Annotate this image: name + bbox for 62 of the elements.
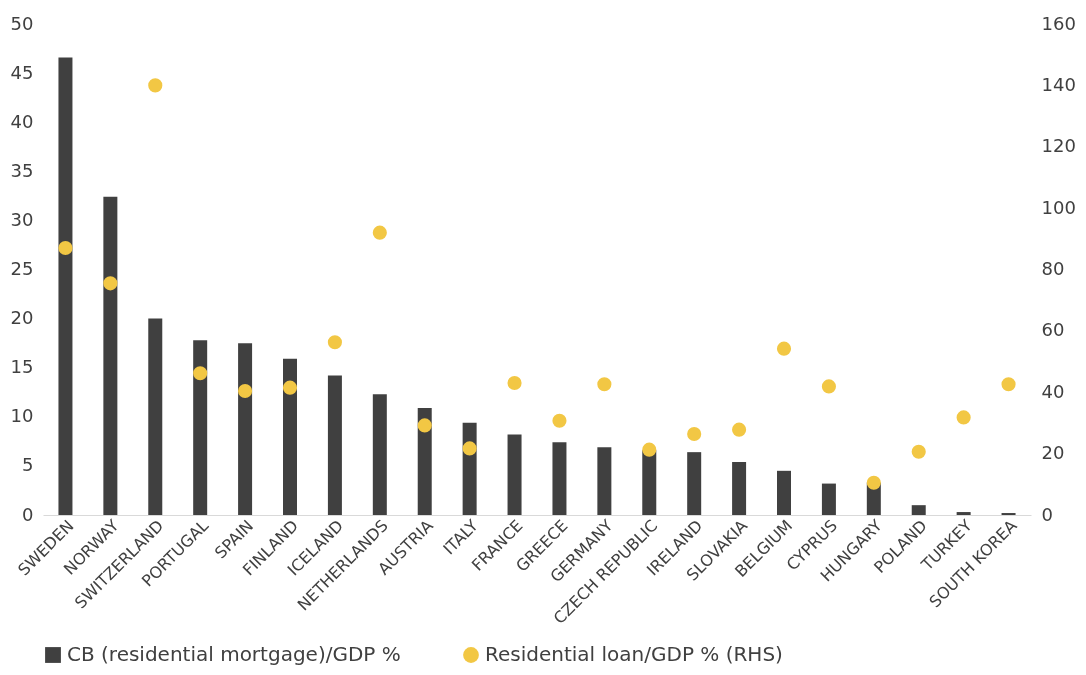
y-tick-label: 50 [10, 12, 34, 34]
bar [372, 394, 387, 515]
y-tick-label: 5 [22, 454, 34, 476]
legend-label: CB (residential mortgage)/GDP % [67, 642, 401, 666]
bar [507, 434, 522, 515]
point [821, 379, 836, 394]
bar [552, 442, 567, 515]
point [372, 225, 387, 240]
y-tick-label: 30 [10, 208, 34, 230]
y2-tick-label: 100 [1041, 196, 1076, 218]
bar [148, 318, 163, 515]
point [911, 444, 926, 459]
point [327, 335, 342, 350]
point [776, 341, 792, 356]
y-tick-label: 35 [10, 159, 34, 181]
y-tick-label: 20 [10, 307, 34, 329]
y2-tick-label: 0 [1041, 503, 1053, 525]
y-tick-label: 15 [10, 356, 34, 378]
y-tick-label: 45 [10, 61, 34, 83]
point [1001, 377, 1016, 392]
point [642, 442, 657, 457]
point [956, 410, 971, 425]
bar [821, 483, 836, 515]
point [238, 383, 253, 399]
bar [642, 450, 657, 515]
point [687, 426, 702, 442]
y2-tick-label: 60 [1041, 319, 1065, 341]
bar [911, 505, 926, 515]
bar [956, 512, 971, 515]
bar [238, 343, 253, 515]
point [462, 441, 477, 456]
point [866, 475, 881, 490]
point [148, 78, 163, 93]
point [282, 380, 298, 395]
y2-tick-label: 120 [1041, 135, 1076, 157]
point [417, 418, 432, 433]
bar [327, 375, 342, 515]
y-tick-label: 25 [10, 258, 34, 279]
bar [597, 447, 612, 515]
y2-tick-label: 160 [1041, 12, 1076, 34]
point [193, 366, 208, 381]
point [552, 413, 567, 428]
point [732, 422, 747, 437]
bar [687, 452, 702, 515]
y-tick-label: 40 [10, 110, 34, 132]
y2-tick-label: 20 [1041, 442, 1065, 464]
y2-tick-label: 40 [1041, 380, 1065, 402]
bar [283, 358, 297, 515]
point [103, 276, 118, 291]
point [58, 240, 73, 256]
point [597, 377, 612, 392]
point [507, 375, 522, 391]
bar [732, 461, 747, 515]
legend-label: Residential loan/GDP % (RHS) [485, 642, 783, 666]
y-tick-label: 0 [22, 503, 34, 525]
bar [193, 340, 208, 515]
y2-tick-label: 80 [1041, 258, 1065, 279]
y-tick-label: 10 [10, 405, 34, 427]
bar [58, 57, 73, 515]
bar [103, 196, 118, 515]
y2-tick-label: 140 [1041, 73, 1076, 95]
bar [777, 470, 791, 515]
